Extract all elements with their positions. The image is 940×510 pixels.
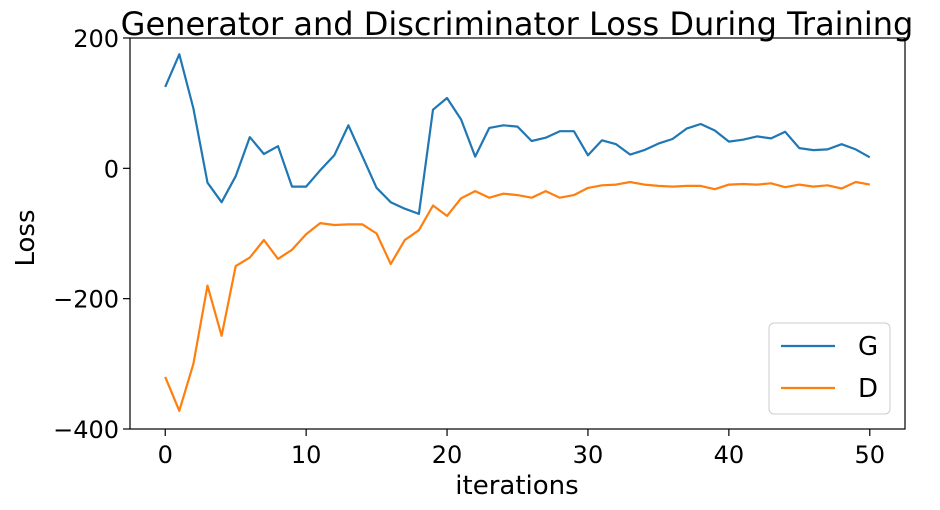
x-tick-label: 0 — [158, 441, 173, 469]
plot-frame — [129, 37, 906, 430]
axes: 0 10 20 30 40 50 200 0 −200 −400 — [53, 25, 906, 469]
x-tick-label: 20 — [432, 441, 463, 469]
series-line-g — [164, 53, 871, 215]
x-tick-label: 40 — [714, 441, 745, 469]
x-tick-label: 50 — [854, 441, 885, 469]
x-tick-label: 10 — [291, 441, 322, 469]
y-tick-label: 0 — [104, 155, 119, 183]
x-tick-label: 30 — [573, 441, 604, 469]
y-tick-label: −200 — [53, 286, 119, 314]
legend-label-d: D — [858, 374, 878, 404]
y-tick-label: −400 — [53, 416, 119, 444]
chart-title: Generator and Discriminator Loss During … — [121, 5, 914, 43]
series-line-d — [164, 180, 870, 412]
y-axis-label: Loss — [11, 209, 41, 266]
legend-label-g: G — [858, 332, 878, 362]
y-tick-label: 200 — [73, 25, 119, 53]
legend: GD — [768, 322, 891, 415]
x-axis-label: iterations — [455, 471, 578, 501]
plot-area — [164, 53, 871, 412]
